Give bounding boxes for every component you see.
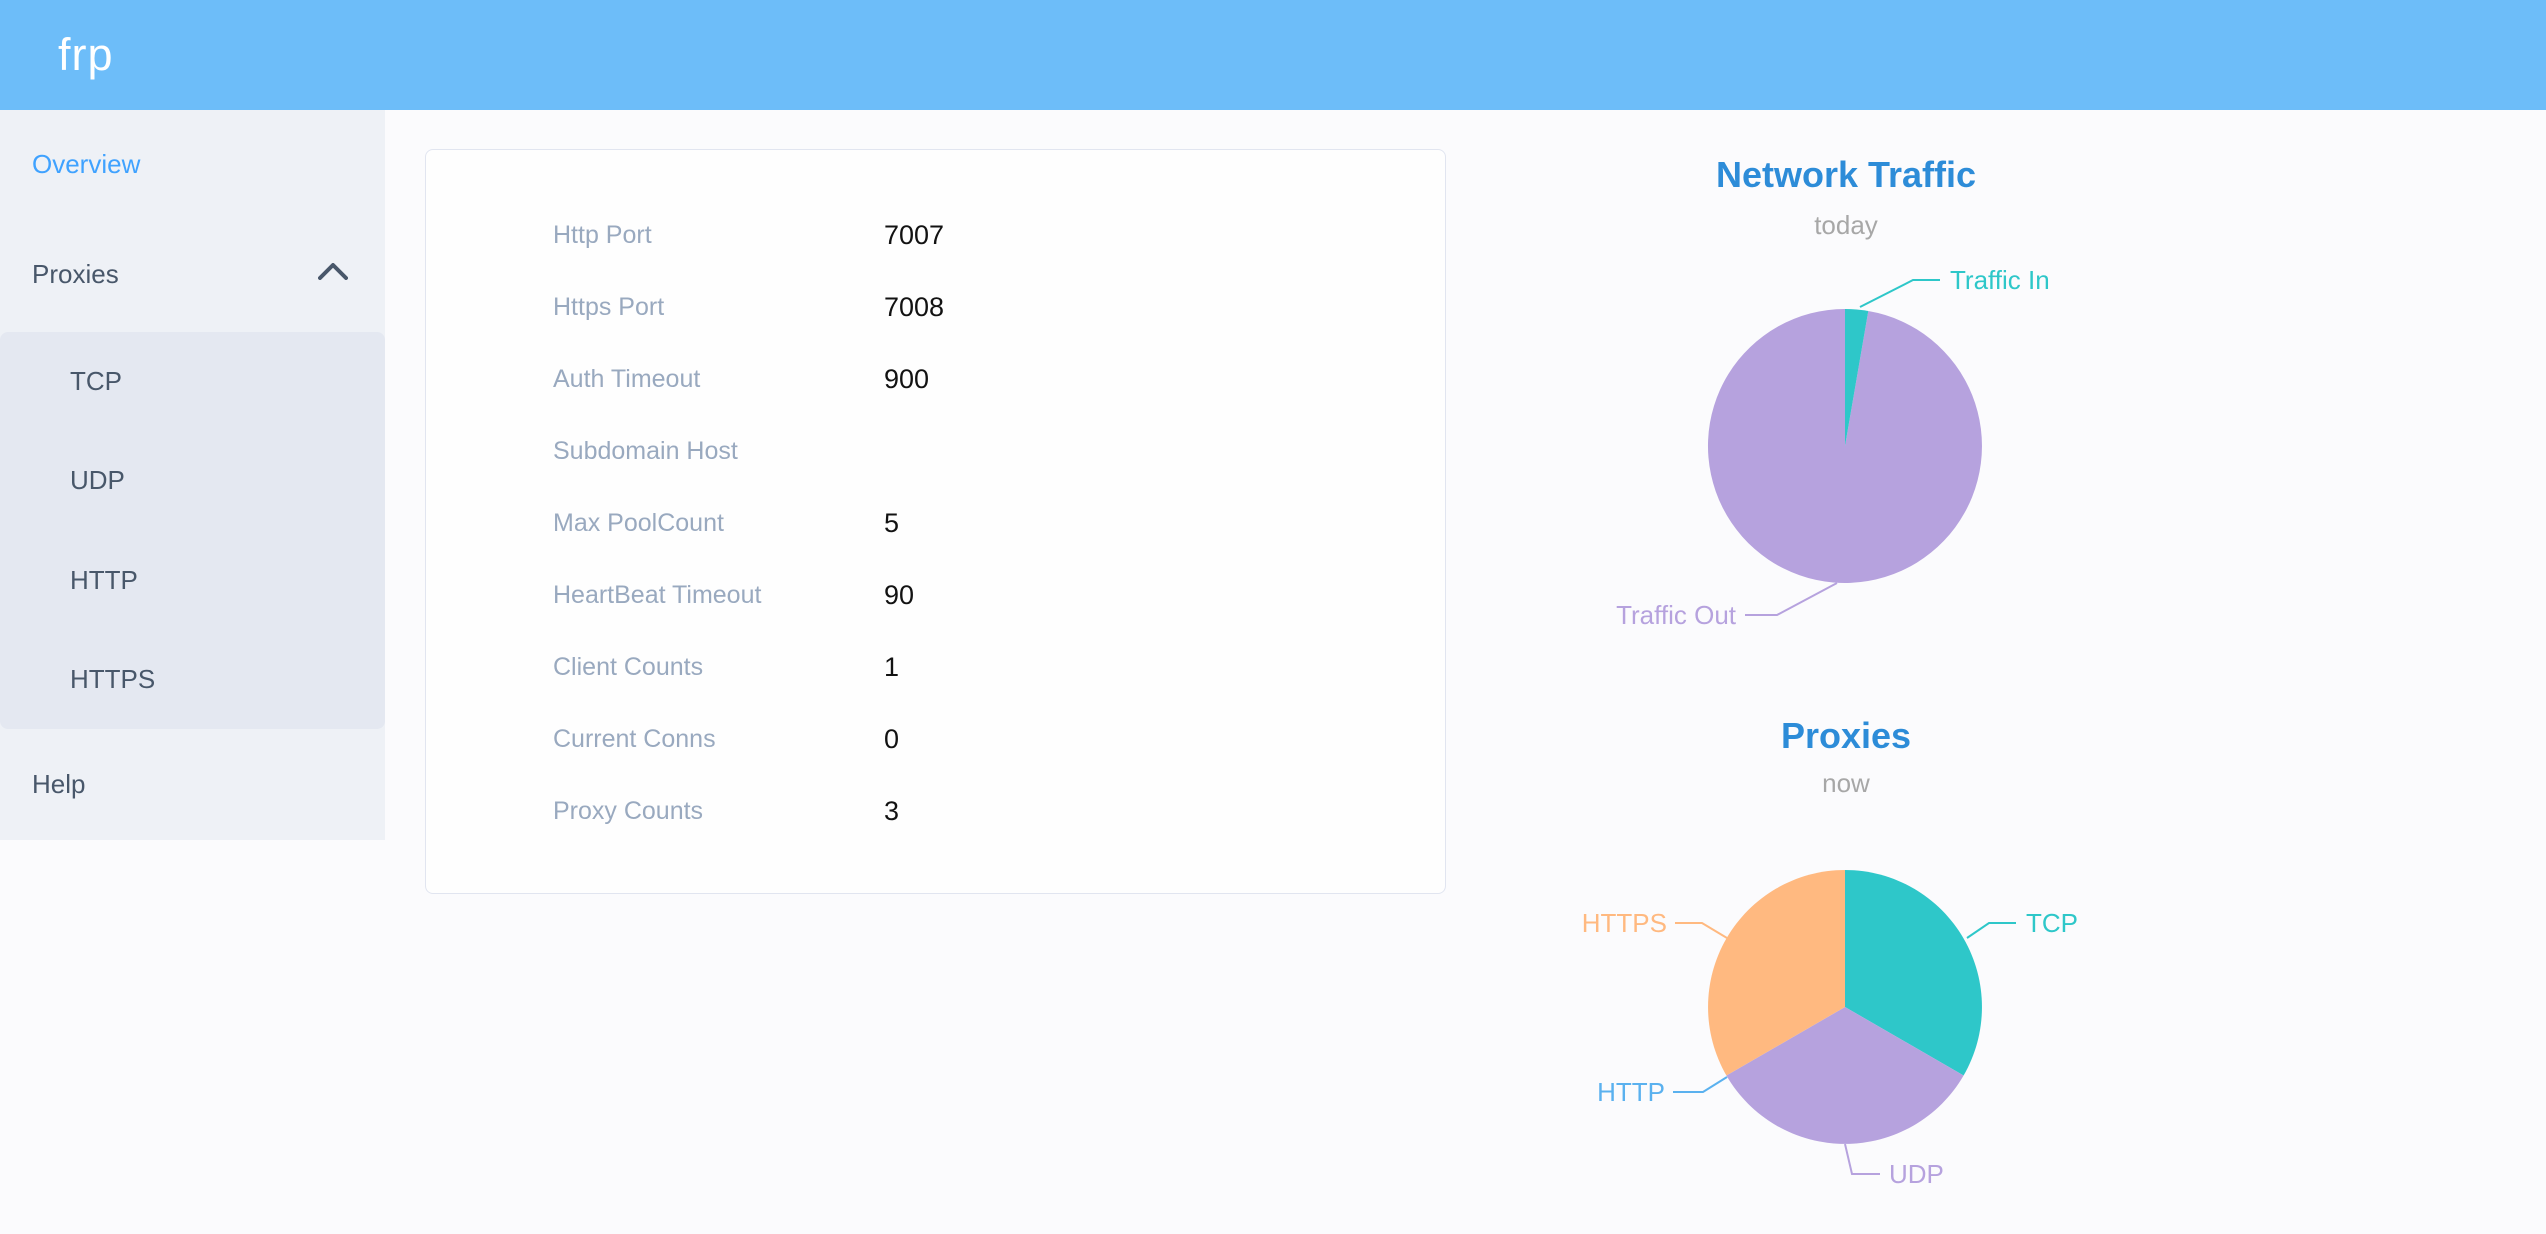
pie-slice-traffic-out[interactable]: [1707, 309, 1982, 583]
leader-line-https: [1675, 922, 1728, 939]
leader-line-tcp: [1966, 922, 2016, 939]
info-row-proxy-counts: Proxy Counts 3: [426, 775, 1445, 847]
app-logo: frp: [58, 29, 114, 80]
info-value: 90: [884, 579, 915, 610]
info-row-client-counts: Client Counts 1: [426, 631, 1445, 703]
sidebar-item-help[interactable]: Help: [0, 729, 385, 840]
pie-slice-tcp[interactable]: [1845, 870, 1982, 1076]
pie-slice-traffic-in[interactable]: [1845, 309, 1869, 446]
sidebar-item-proxies[interactable]: Proxies: [0, 218, 385, 330]
sidebar-item-https[interactable]: HTTPS: [0, 630, 385, 729]
pie-label-http: HTTP: [1597, 1077, 1665, 1107]
info-row-max-poolcount: Max PoolCount 5: [426, 487, 1445, 559]
pie-label-traffic-in: Traffic In: [1950, 265, 2050, 295]
proxies-submenu: TCP UDP HTTP HTTPS: [0, 332, 385, 729]
sidebar-item-udp[interactable]: UDP: [0, 431, 385, 530]
pie-label-tcp: TCP: [2026, 908, 2078, 938]
info-value: 900: [884, 363, 930, 394]
info-label: Proxy Counts: [553, 796, 704, 825]
server-info-card: Http Port 7007 Https Port 7008 Auth Time…: [425, 149, 1446, 894]
proxies-chart-title: Proxies: [1781, 715, 1911, 756]
sidebar-item-https-label: HTTPS: [70, 663, 156, 694]
chevron-up-icon[interactable]: [318, 263, 348, 280]
app-header: frp: [0, 0, 2546, 110]
sidebar-item-overview[interactable]: Overview: [0, 110, 385, 218]
leader-line-traffic-out: [1745, 582, 1838, 616]
info-row-subdomain-host: Subdomain Host: [426, 415, 1445, 487]
sidebar-item-udp-label: UDP: [70, 465, 125, 496]
sidebar: Overview Proxies TCP UDP HTTP HTTPS Help: [0, 110, 385, 840]
network-traffic-title: Network Traffic: [1716, 154, 1976, 195]
info-value: 5: [884, 507, 900, 538]
network-traffic-chart: Network Traffic today Traffic In Traffic…: [1616, 154, 2050, 630]
sidebar-item-http[interactable]: HTTP: [0, 531, 385, 630]
info-label: Auth Timeout: [553, 364, 701, 393]
info-row-heartbeat-timeout: HeartBeat Timeout 90: [426, 559, 1445, 631]
info-value: 1: [884, 651, 900, 682]
sidebar-item-http-label: HTTP: [70, 564, 138, 595]
info-value: 0: [884, 723, 900, 754]
info-value: 7008: [884, 291, 945, 322]
pie-slice-https[interactable]: [1708, 870, 1845, 1076]
info-value: 7007: [884, 219, 945, 250]
info-label: Client Counts: [553, 652, 704, 681]
proxies-chart-subtitle: now: [1822, 768, 1870, 798]
sidebar-item-proxies-label: Proxies: [32, 258, 119, 289]
network-traffic-subtitle: today: [1814, 210, 1878, 240]
proxies-chart: Proxies now TCP UDP HTTP HTTPS: [1582, 715, 2078, 1189]
info-row-https-port: Https Port 7008: [426, 271, 1445, 343]
pie-slice-udp[interactable]: [1726, 1007, 1964, 1144]
info-label: Max PoolCount: [553, 508, 724, 537]
info-row-auth-timeout: Auth Timeout 900: [426, 343, 1445, 415]
sidebar-item-help-label: Help: [32, 769, 86, 799]
info-label: Https Port: [553, 292, 665, 321]
pie-label-udp: UDP: [1889, 1159, 1944, 1189]
leader-line-udp: [1844, 1143, 1880, 1175]
pie-label-https: HTTPS: [1582, 908, 1667, 938]
pie-label-traffic-out: Traffic Out: [1616, 600, 1737, 630]
info-row-current-conns: Current Conns 0: [426, 703, 1445, 775]
info-value: 3: [884, 795, 900, 826]
info-label: Current Conns: [553, 724, 716, 753]
info-label: HeartBeat Timeout: [553, 580, 762, 609]
leader-line-traffic-in: [1859, 279, 1940, 308]
info-row-http-port: Http Port 7007: [426, 199, 1445, 271]
sidebar-item-tcp[interactable]: TCP: [0, 332, 385, 431]
info-label: Http Port: [553, 220, 652, 249]
info-label: Subdomain Host: [553, 436, 738, 465]
sidebar-item-overview-label: Overview: [32, 148, 141, 179]
sidebar-item-tcp-label: TCP: [70, 366, 122, 397]
leader-line-http: [1673, 1076, 1728, 1093]
